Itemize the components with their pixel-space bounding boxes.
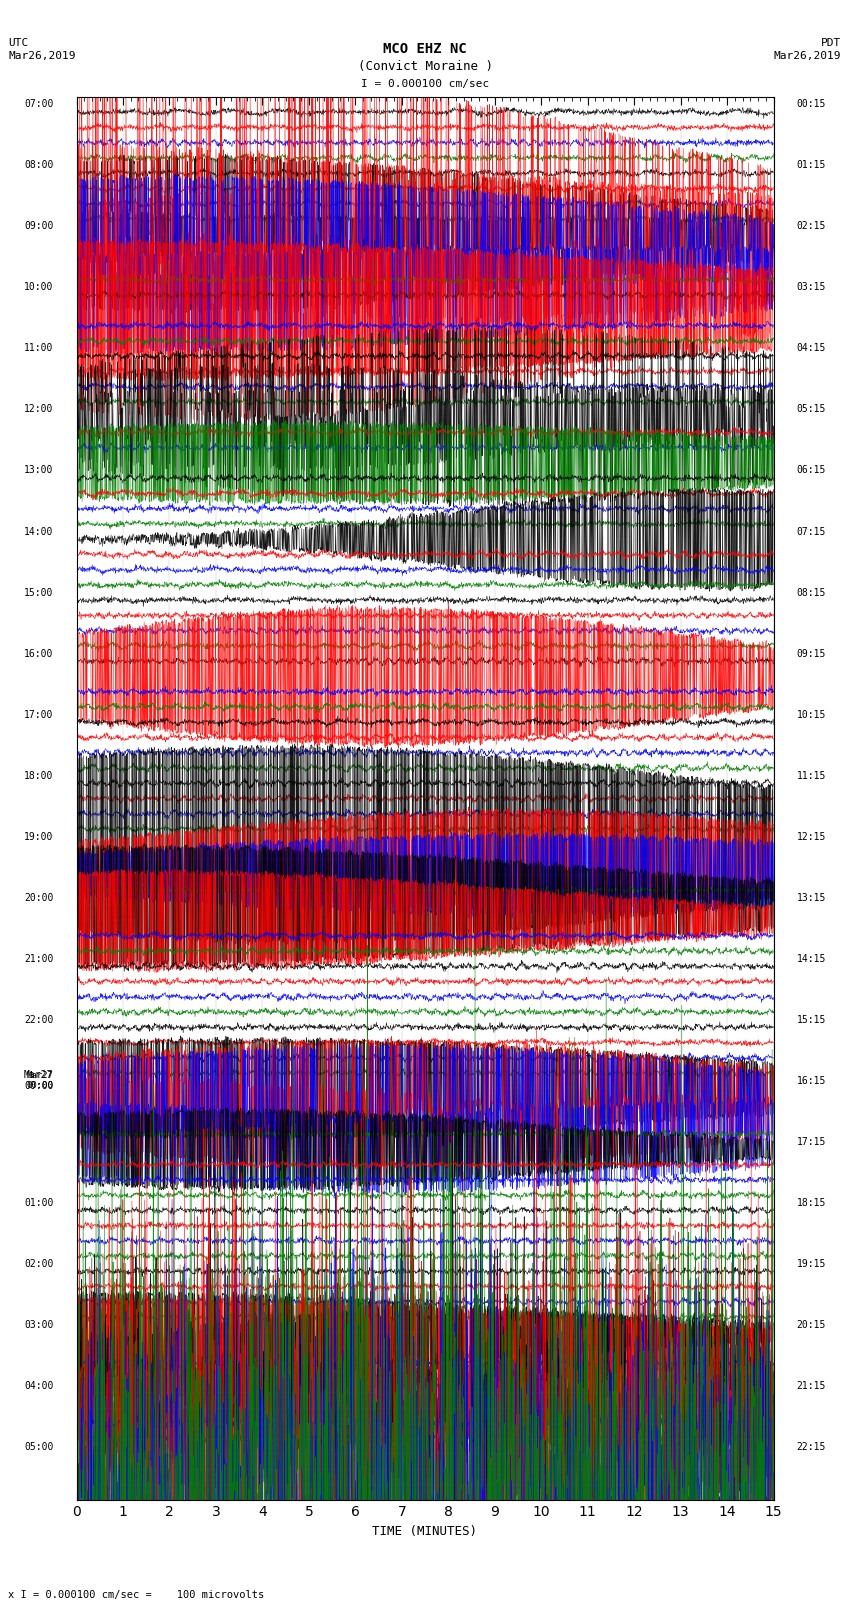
Text: Mar26,2019: Mar26,2019 [8, 52, 76, 61]
Text: 16:00: 16:00 [24, 648, 54, 658]
Text: 13:00: 13:00 [24, 466, 54, 476]
Text: 09:15: 09:15 [796, 648, 826, 658]
Text: 13:15: 13:15 [796, 892, 826, 903]
Text: 07:00: 07:00 [24, 100, 54, 110]
Text: 09:00: 09:00 [24, 221, 54, 231]
Text: x I = 0.000100 cm/sec =    100 microvolts: x I = 0.000100 cm/sec = 100 microvolts [8, 1590, 264, 1600]
Text: 22:00: 22:00 [24, 1015, 54, 1024]
Text: MCO EHZ NC: MCO EHZ NC [383, 42, 467, 56]
Text: Mar27
00:00: Mar27 00:00 [26, 1071, 54, 1090]
Text: 15:00: 15:00 [24, 587, 54, 597]
Text: 05:15: 05:15 [796, 405, 826, 415]
Text: 11:15: 11:15 [796, 771, 826, 781]
Text: 17:15: 17:15 [796, 1137, 826, 1147]
Text: 04:15: 04:15 [796, 344, 826, 353]
Text: 18:15: 18:15 [796, 1197, 826, 1208]
Text: Mar26,2019: Mar26,2019 [774, 52, 842, 61]
Text: 02:15: 02:15 [796, 221, 826, 231]
X-axis label: TIME (MINUTES): TIME (MINUTES) [372, 1524, 478, 1537]
Text: 21:15: 21:15 [796, 1381, 826, 1390]
Text: 03:00: 03:00 [24, 1319, 54, 1329]
Text: 06:15: 06:15 [796, 466, 826, 476]
Text: 01:15: 01:15 [796, 160, 826, 171]
Text: 00:15: 00:15 [796, 100, 826, 110]
Text: PDT: PDT [821, 39, 842, 48]
Text: 21:00: 21:00 [24, 953, 54, 963]
Text: 01:00: 01:00 [24, 1197, 54, 1208]
Text: 10:00: 10:00 [24, 282, 54, 292]
Text: 14:15: 14:15 [796, 953, 826, 963]
Text: 20:00: 20:00 [24, 892, 54, 903]
Text: 19:15: 19:15 [796, 1258, 826, 1269]
Text: 03:15: 03:15 [796, 282, 826, 292]
Text: 05:00: 05:00 [24, 1442, 54, 1452]
Text: 02:00: 02:00 [24, 1258, 54, 1269]
Text: 08:00: 08:00 [24, 160, 54, 171]
Text: 18:00: 18:00 [24, 771, 54, 781]
Text: 15:15: 15:15 [796, 1015, 826, 1024]
Text: 16:15: 16:15 [796, 1076, 826, 1086]
Text: (Convict Moraine ): (Convict Moraine ) [358, 60, 492, 73]
Text: 10:15: 10:15 [796, 710, 826, 719]
Text: 07:15: 07:15 [796, 526, 826, 537]
Text: Mar27
00:00: Mar27 00:00 [24, 1069, 54, 1092]
Text: I = 0.000100 cm/sec: I = 0.000100 cm/sec [361, 79, 489, 89]
Text: 20:15: 20:15 [796, 1319, 826, 1329]
Text: 12:15: 12:15 [796, 832, 826, 842]
Text: 19:00: 19:00 [24, 832, 54, 842]
Text: 04:00: 04:00 [24, 1381, 54, 1390]
Text: 14:00: 14:00 [24, 526, 54, 537]
Text: 08:15: 08:15 [796, 587, 826, 597]
Text: 11:00: 11:00 [24, 344, 54, 353]
Text: 17:00: 17:00 [24, 710, 54, 719]
Text: UTC: UTC [8, 39, 29, 48]
Text: 22:15: 22:15 [796, 1442, 826, 1452]
Text: 12:00: 12:00 [24, 405, 54, 415]
